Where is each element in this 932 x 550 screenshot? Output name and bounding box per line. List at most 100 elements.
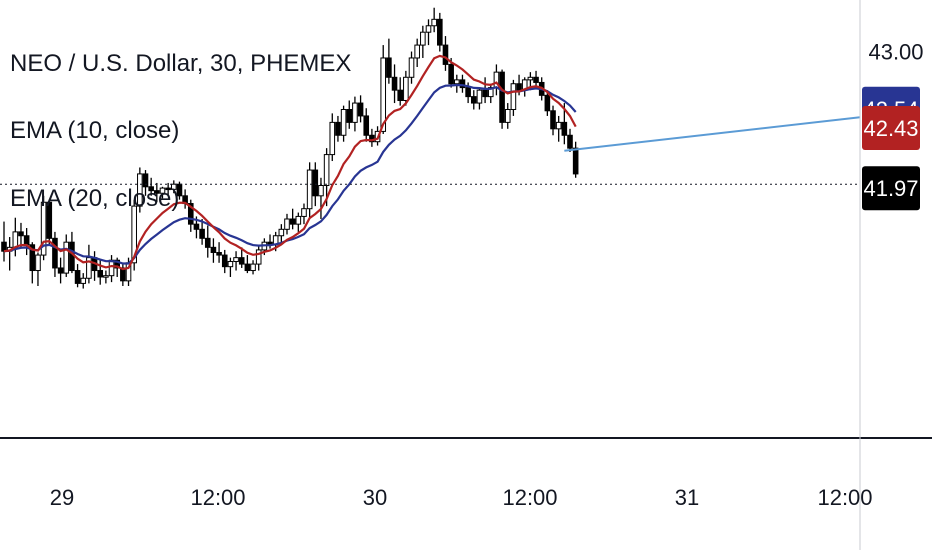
candle-body [420, 31, 426, 46]
legend-ema-20[interactable]: EMA (20, close) [10, 185, 180, 212]
candle-body [238, 257, 245, 265]
ema-10-line [3, 54, 577, 271]
candle-body [57, 267, 64, 274]
candle-body [69, 241, 75, 272]
candle-body [1, 241, 7, 252]
candle-body [97, 270, 104, 278]
x-tick-label: 31 [675, 485, 699, 510]
candle-body [567, 134, 573, 149]
candle-body [346, 109, 353, 123]
candle-body [233, 257, 239, 263]
candle-body [216, 251, 222, 256]
x-tick-label: 30 [363, 485, 387, 510]
candle-body [154, 190, 160, 194]
candle-body [482, 89, 488, 98]
candle-body [295, 215, 302, 225]
candle-body [23, 235, 30, 246]
x-tick-label: 12:00 [817, 485, 872, 510]
candle-body [391, 76, 398, 91]
candle-body [74, 270, 81, 284]
candle-body [408, 57, 415, 78]
candle-body [470, 96, 477, 104]
candle-body [516, 83, 522, 91]
candle-body [499, 71, 505, 123]
price-badge-label: 41.97 [863, 176, 918, 201]
candle-body [555, 121, 562, 130]
candle-body [544, 94, 551, 112]
candle-body [255, 249, 262, 265]
candle-body [504, 109, 511, 123]
x-tick-label: 12:00 [190, 485, 245, 510]
candle-body [352, 102, 358, 123]
candle-body [448, 63, 454, 85]
candle-body [80, 277, 87, 284]
candle-body [142, 173, 149, 188]
candle-body [284, 218, 290, 230]
x-tick-label: 12:00 [502, 485, 557, 510]
candle-body [52, 237, 58, 269]
trendline [564, 116, 861, 152]
candle-body [403, 76, 409, 101]
price-badge [862, 166, 920, 211]
candle-body [137, 173, 143, 207]
candle-body [414, 44, 420, 59]
candle-body [312, 169, 319, 197]
candle-body [510, 83, 517, 110]
candle-body [210, 246, 217, 253]
price-badge [862, 105, 920, 150]
candle-body [250, 263, 256, 272]
candle-body [187, 203, 194, 225]
candle-body [397, 89, 403, 101]
candle-body [329, 121, 336, 156]
candle-body [323, 154, 330, 187]
candle-body [176, 183, 183, 197]
candle-body [221, 254, 228, 268]
candle-body [459, 79, 466, 89]
price-badge-label: 42.43 [863, 116, 918, 141]
candle-body [437, 18, 443, 46]
candle-body [369, 134, 375, 143]
candle-body [335, 121, 341, 136]
chart-title[interactable]: NEO / U.S. Dollar, 30, PHEMEX [10, 50, 352, 77]
candle-body [572, 147, 579, 175]
legend-ema-10[interactable]: EMA (10, close) [10, 117, 180, 144]
candle-body [301, 208, 307, 217]
candle-body [171, 183, 177, 190]
candle-body [318, 185, 324, 197]
candle-body [425, 25, 432, 33]
candle-body [340, 109, 347, 136]
candle-body [131, 205, 137, 264]
candle-body [193, 223, 200, 230]
candle-body [204, 237, 211, 248]
candle-body [386, 57, 392, 78]
candle-body [380, 57, 387, 132]
candle-body [363, 115, 370, 136]
candle-body [159, 187, 166, 194]
candle-body [18, 231, 24, 237]
candle-body [454, 79, 460, 85]
x-tick-label: 29 [50, 485, 74, 510]
candle-body [86, 257, 92, 279]
candle-body [278, 228, 285, 237]
candle-body [306, 169, 313, 210]
candle-body [431, 18, 437, 27]
ema-20-line [3, 83, 577, 265]
candle-body [12, 231, 19, 248]
candle-body [227, 261, 234, 268]
candle-body [476, 89, 483, 104]
y-tick-label: 43.00 [868, 40, 923, 65]
candle-body [165, 187, 171, 191]
candle-body [29, 244, 36, 272]
candle-body [561, 121, 568, 136]
candle-body [108, 259, 115, 277]
candle-body [103, 275, 109, 278]
candle-body [550, 110, 556, 130]
candle-body [289, 218, 296, 225]
candle-body [114, 259, 121, 269]
candle-body [465, 87, 471, 98]
candle-body [63, 241, 70, 274]
candle-body [527, 76, 534, 81]
candle-body [40, 201, 47, 256]
